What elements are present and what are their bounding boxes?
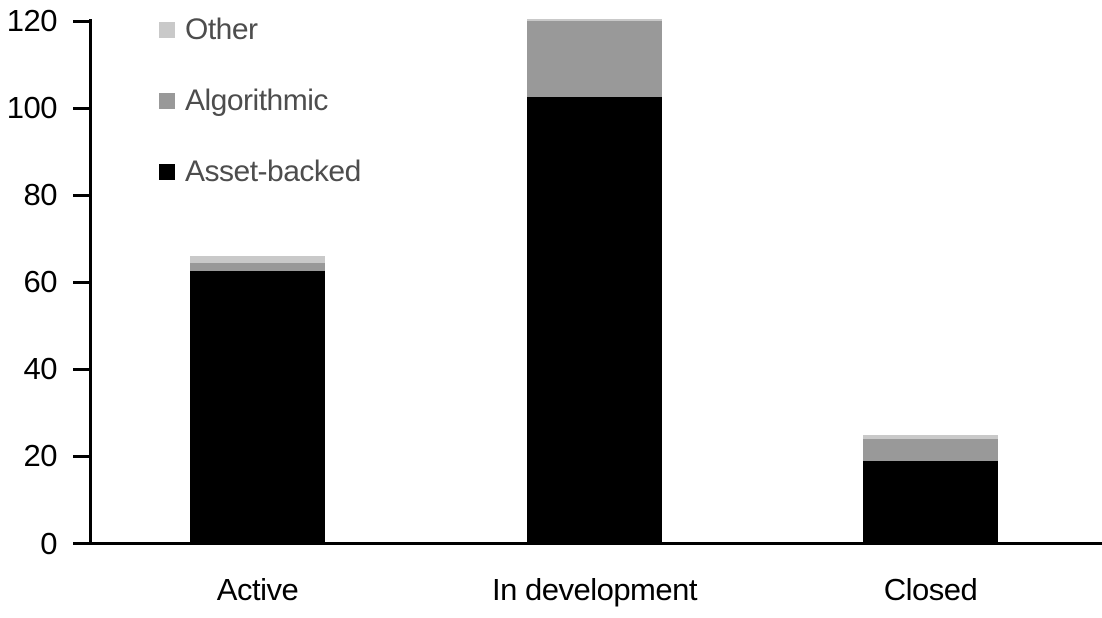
bar-segment-closed-other [863, 434, 998, 439]
legend-label-other: Other [185, 13, 258, 46]
bar-segment-closed-algorithmic [863, 439, 998, 461]
legend-label-algorithmic: Algorithmic [185, 84, 328, 117]
y-tick-label-80: 80 [23, 177, 58, 213]
y-tick-mark-40 [73, 367, 90, 371]
y-tick-label-40: 40 [23, 351, 58, 387]
y-tick-label-120: 120 [6, 3, 58, 38]
y-tick-mark-60 [73, 280, 90, 284]
y-tick-mark-20 [73, 454, 90, 458]
bar-segment-in-development-algorithmic [527, 21, 662, 98]
y-tick-label-0: 0 [40, 525, 57, 561]
legend-item-algorithmic: Algorithmic [159, 86, 361, 116]
y-tick-label-60: 60 [23, 264, 58, 300]
y-tick-label-100: 100 [6, 90, 58, 126]
legend-label-asset-backed: Asset-backed [185, 155, 361, 188]
bar-segment-in-development-asset-backed [527, 97, 662, 544]
chart-legend: Other Algorithmic Asset-backed [159, 15, 361, 228]
bar-segment-in-development-other [527, 18, 662, 21]
x-axis-line [89, 542, 1102, 545]
bar-segment-closed-asset-backed [863, 460, 998, 544]
y-tick-mark-80 [73, 193, 90, 197]
y-tick-label-20: 20 [23, 438, 58, 474]
legend-swatch-other-icon [159, 22, 175, 38]
y-tick-mark-100 [73, 106, 90, 110]
legend-item-other: Other [159, 15, 361, 45]
category-label-active: Active [216, 572, 299, 607]
bar-segment-active-asset-backed [190, 271, 325, 544]
y-axis-line [89, 19, 92, 545]
bar-segment-active-other [190, 256, 325, 263]
bar-segment-active-algorithmic [190, 262, 325, 272]
category-label-closed: Closed [883, 572, 978, 607]
legend-swatch-algorithmic-icon [159, 93, 175, 109]
legend-swatch-asset-backed-icon [159, 164, 175, 180]
legend-item-asset-backed: Asset-backed [159, 157, 361, 187]
y-tick-mark-0 [73, 542, 90, 545]
category-label-in-development: In development [492, 572, 697, 607]
y-tick-mark-120 [73, 19, 90, 23]
